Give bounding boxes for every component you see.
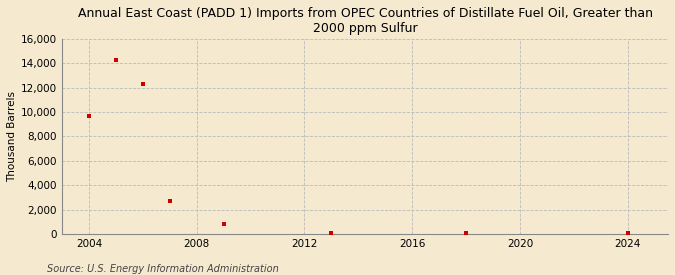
Point — [326, 230, 337, 235]
Y-axis label: Thousand Barrels: Thousand Barrels — [7, 91, 17, 182]
Point — [622, 231, 633, 235]
Text: Source: U.S. Energy Information Administration: Source: U.S. Energy Information Administ… — [47, 264, 279, 274]
Point — [138, 82, 148, 86]
Point — [84, 114, 95, 118]
Point — [111, 57, 122, 62]
Point — [460, 230, 471, 235]
Point — [218, 222, 229, 226]
Title: Annual East Coast (PADD 1) Imports from OPEC Countries of Distillate Fuel Oil, G: Annual East Coast (PADD 1) Imports from … — [78, 7, 653, 35]
Point — [165, 199, 176, 203]
